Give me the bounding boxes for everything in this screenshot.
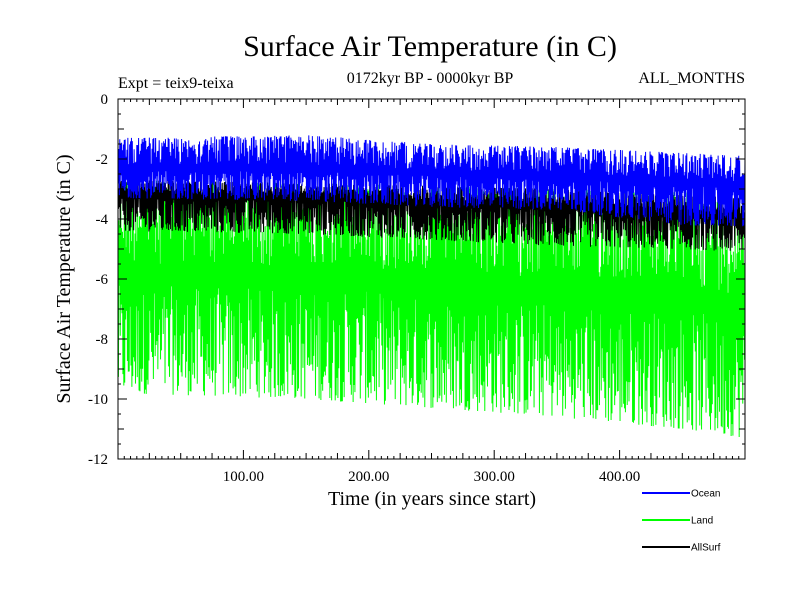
legend: Ocean Land AllSurf — [642, 489, 721, 554]
chart-title: Surface Air Temperature (in C) — [243, 30, 617, 63]
y-axis-label: Surface Air Temperature (in C) — [53, 154, 75, 403]
ticks-layer: 100.00 200.00 300.00 400.00 0 -2 -4 -6 -8 -10 -12 — [88, 92, 745, 485]
x-tick-label: 100.00 — [223, 469, 264, 485]
x-tick-label: 200.00 — [348, 469, 389, 485]
y-tick-label: -4 — [96, 212, 109, 228]
months-label: ALL_MONTHS — [638, 70, 745, 87]
y-tick-label: -10 — [88, 392, 108, 408]
legend-label-allsurf: AllSurf — [691, 543, 721, 554]
y-tick-label: -6 — [96, 272, 109, 288]
x-axis-label: Time (in years since start) — [328, 488, 536, 510]
legend-label-ocean: Ocean — [691, 489, 720, 500]
legend-label-land: Land — [691, 516, 713, 527]
y-tick-label: -12 — [88, 452, 108, 468]
time-range-label: 0172kyr BP - 0000kyr BP — [347, 70, 514, 87]
y-tick-label: 0 — [101, 92, 109, 108]
series-line-ocean — [117, 135, 746, 227]
x-tick-label: 400.00 — [599, 469, 640, 485]
y-tick-label: -2 — [96, 152, 109, 168]
x-tick-label: 300.00 — [474, 469, 515, 485]
series-layer — [117, 135, 746, 437]
experiment-label: Expt = teix9-teixa — [118, 75, 234, 92]
plot-frame — [117, 98, 746, 460]
y-tick-label: -8 — [96, 332, 109, 348]
